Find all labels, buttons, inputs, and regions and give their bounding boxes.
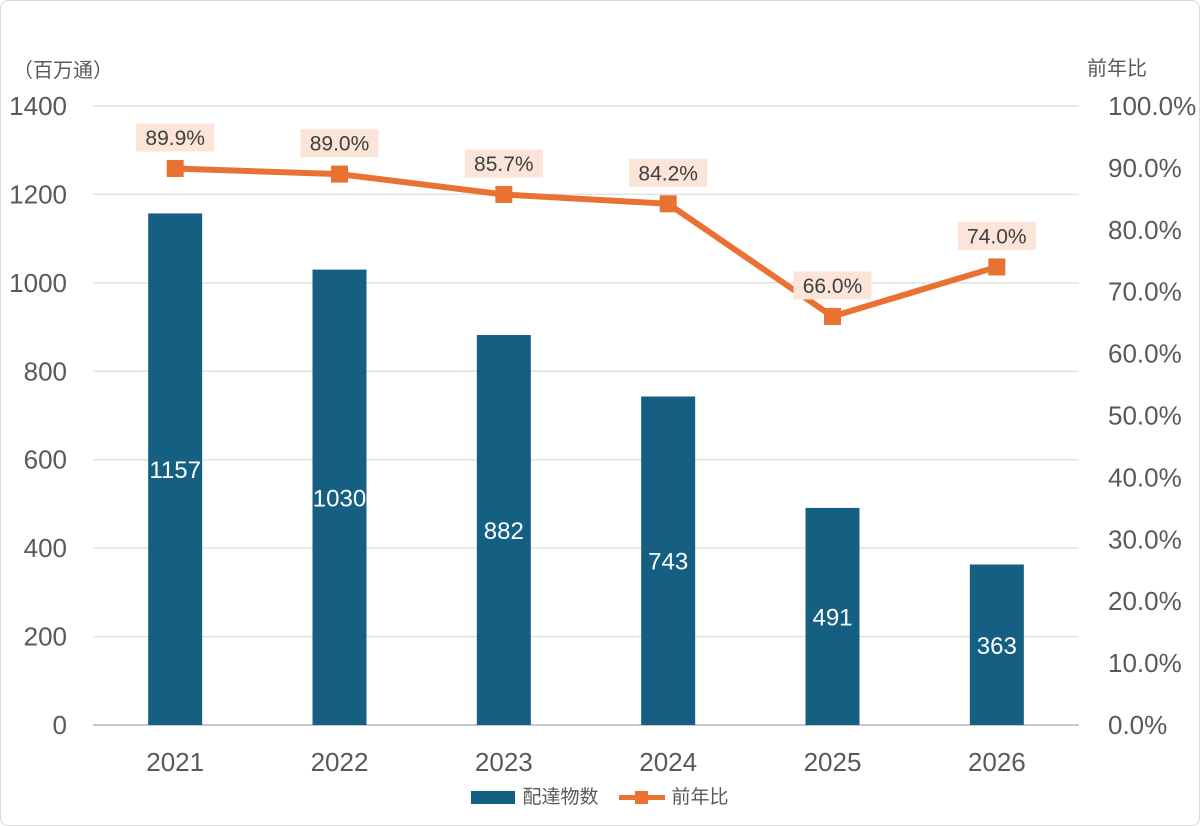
line-value-label-bg xyxy=(300,129,379,158)
y-axis-tick-left: 400 xyxy=(24,533,67,563)
line-value-label: 89.0% xyxy=(310,133,370,156)
bar xyxy=(148,213,203,725)
bar-value-label: 491 xyxy=(812,604,852,631)
legend-bar-swatch xyxy=(471,791,516,804)
legend-label: 前年比 xyxy=(671,787,729,808)
line-marker xyxy=(166,160,184,178)
bar-value-label: 1157 xyxy=(149,457,201,484)
y-axis-tick-right: 90.0% xyxy=(1108,153,1182,183)
y-axis-tick-right: 20.0% xyxy=(1108,586,1182,616)
x-axis-label: 2024 xyxy=(639,747,697,777)
line-value-label: 84.2% xyxy=(638,162,698,185)
line-value-label-bg xyxy=(793,271,872,300)
x-axis-label: 2026 xyxy=(968,747,1026,777)
y-axis-tick-right: 60.0% xyxy=(1108,339,1182,369)
right-axis-title: 前年比 xyxy=(1087,58,1147,80)
y-axis-tick-left: 1000 xyxy=(9,268,67,298)
y-axis-tick-right: 0.0% xyxy=(1108,710,1167,740)
line-value-label-bg xyxy=(629,158,708,187)
line-marker xyxy=(659,195,677,213)
line-value-label: 89.9% xyxy=(145,127,205,150)
y-axis-tick-right: 100.0% xyxy=(1108,91,1196,121)
bar xyxy=(969,564,1024,725)
bar-value-label: 363 xyxy=(977,633,1017,660)
y-axis-tick-left: 1400 xyxy=(9,91,67,121)
left-axis-title: （百万通） xyxy=(13,60,113,82)
bar-value-label: 743 xyxy=(648,549,688,576)
line-value-label: 66.0% xyxy=(803,275,863,298)
x-axis-label: 2025 xyxy=(804,747,862,777)
legend-line-swatch xyxy=(618,790,665,805)
bar-value-label: 882 xyxy=(484,518,524,545)
y-axis-tick-right: 10.0% xyxy=(1108,648,1182,678)
y-axis-tick-right: 40.0% xyxy=(1108,462,1182,492)
bar xyxy=(476,335,531,725)
x-axis-label: 2023 xyxy=(475,747,533,777)
line-value-label-bg xyxy=(957,221,1036,250)
legend: 配達物数 前年比 xyxy=(1,788,1199,807)
y-axis-tick-left: 200 xyxy=(24,622,67,652)
trend-line xyxy=(175,165,998,320)
legend-item-bar: 配達物数 xyxy=(471,787,599,808)
bar-value-label: 1030 xyxy=(313,485,366,512)
bar xyxy=(641,396,696,725)
line-value-label-bg xyxy=(464,149,543,178)
legend-item-line: 前年比 xyxy=(618,787,729,808)
line-marker xyxy=(495,186,513,204)
line-marker xyxy=(988,258,1006,276)
legend-line-marker xyxy=(634,791,648,804)
x-axis-label: 2021 xyxy=(146,747,204,777)
y-axis-tick-left: 800 xyxy=(24,356,67,386)
y-axis-tick-left: 600 xyxy=(24,445,67,475)
line-marker xyxy=(331,165,348,183)
line-value-label: 74.0% xyxy=(967,225,1027,248)
y-axis-tick-right: 30.0% xyxy=(1108,524,1182,554)
y-axis-tick-right: 70.0% xyxy=(1108,277,1182,307)
y-axis-tick-left: 0 xyxy=(53,710,67,740)
y-axis-tick-right: 80.0% xyxy=(1108,215,1182,245)
x-axis-label: 2022 xyxy=(311,747,369,777)
y-axis-tick-right: 50.0% xyxy=(1108,401,1182,431)
line-value-label-bg xyxy=(136,123,215,152)
bar xyxy=(805,507,860,725)
y-axis-tick-left: 1200 xyxy=(9,179,67,209)
line-value-label: 85.7% xyxy=(474,153,534,176)
legend-label: 配達物数 xyxy=(522,787,599,808)
line-marker xyxy=(824,307,841,325)
bar xyxy=(312,269,367,725)
